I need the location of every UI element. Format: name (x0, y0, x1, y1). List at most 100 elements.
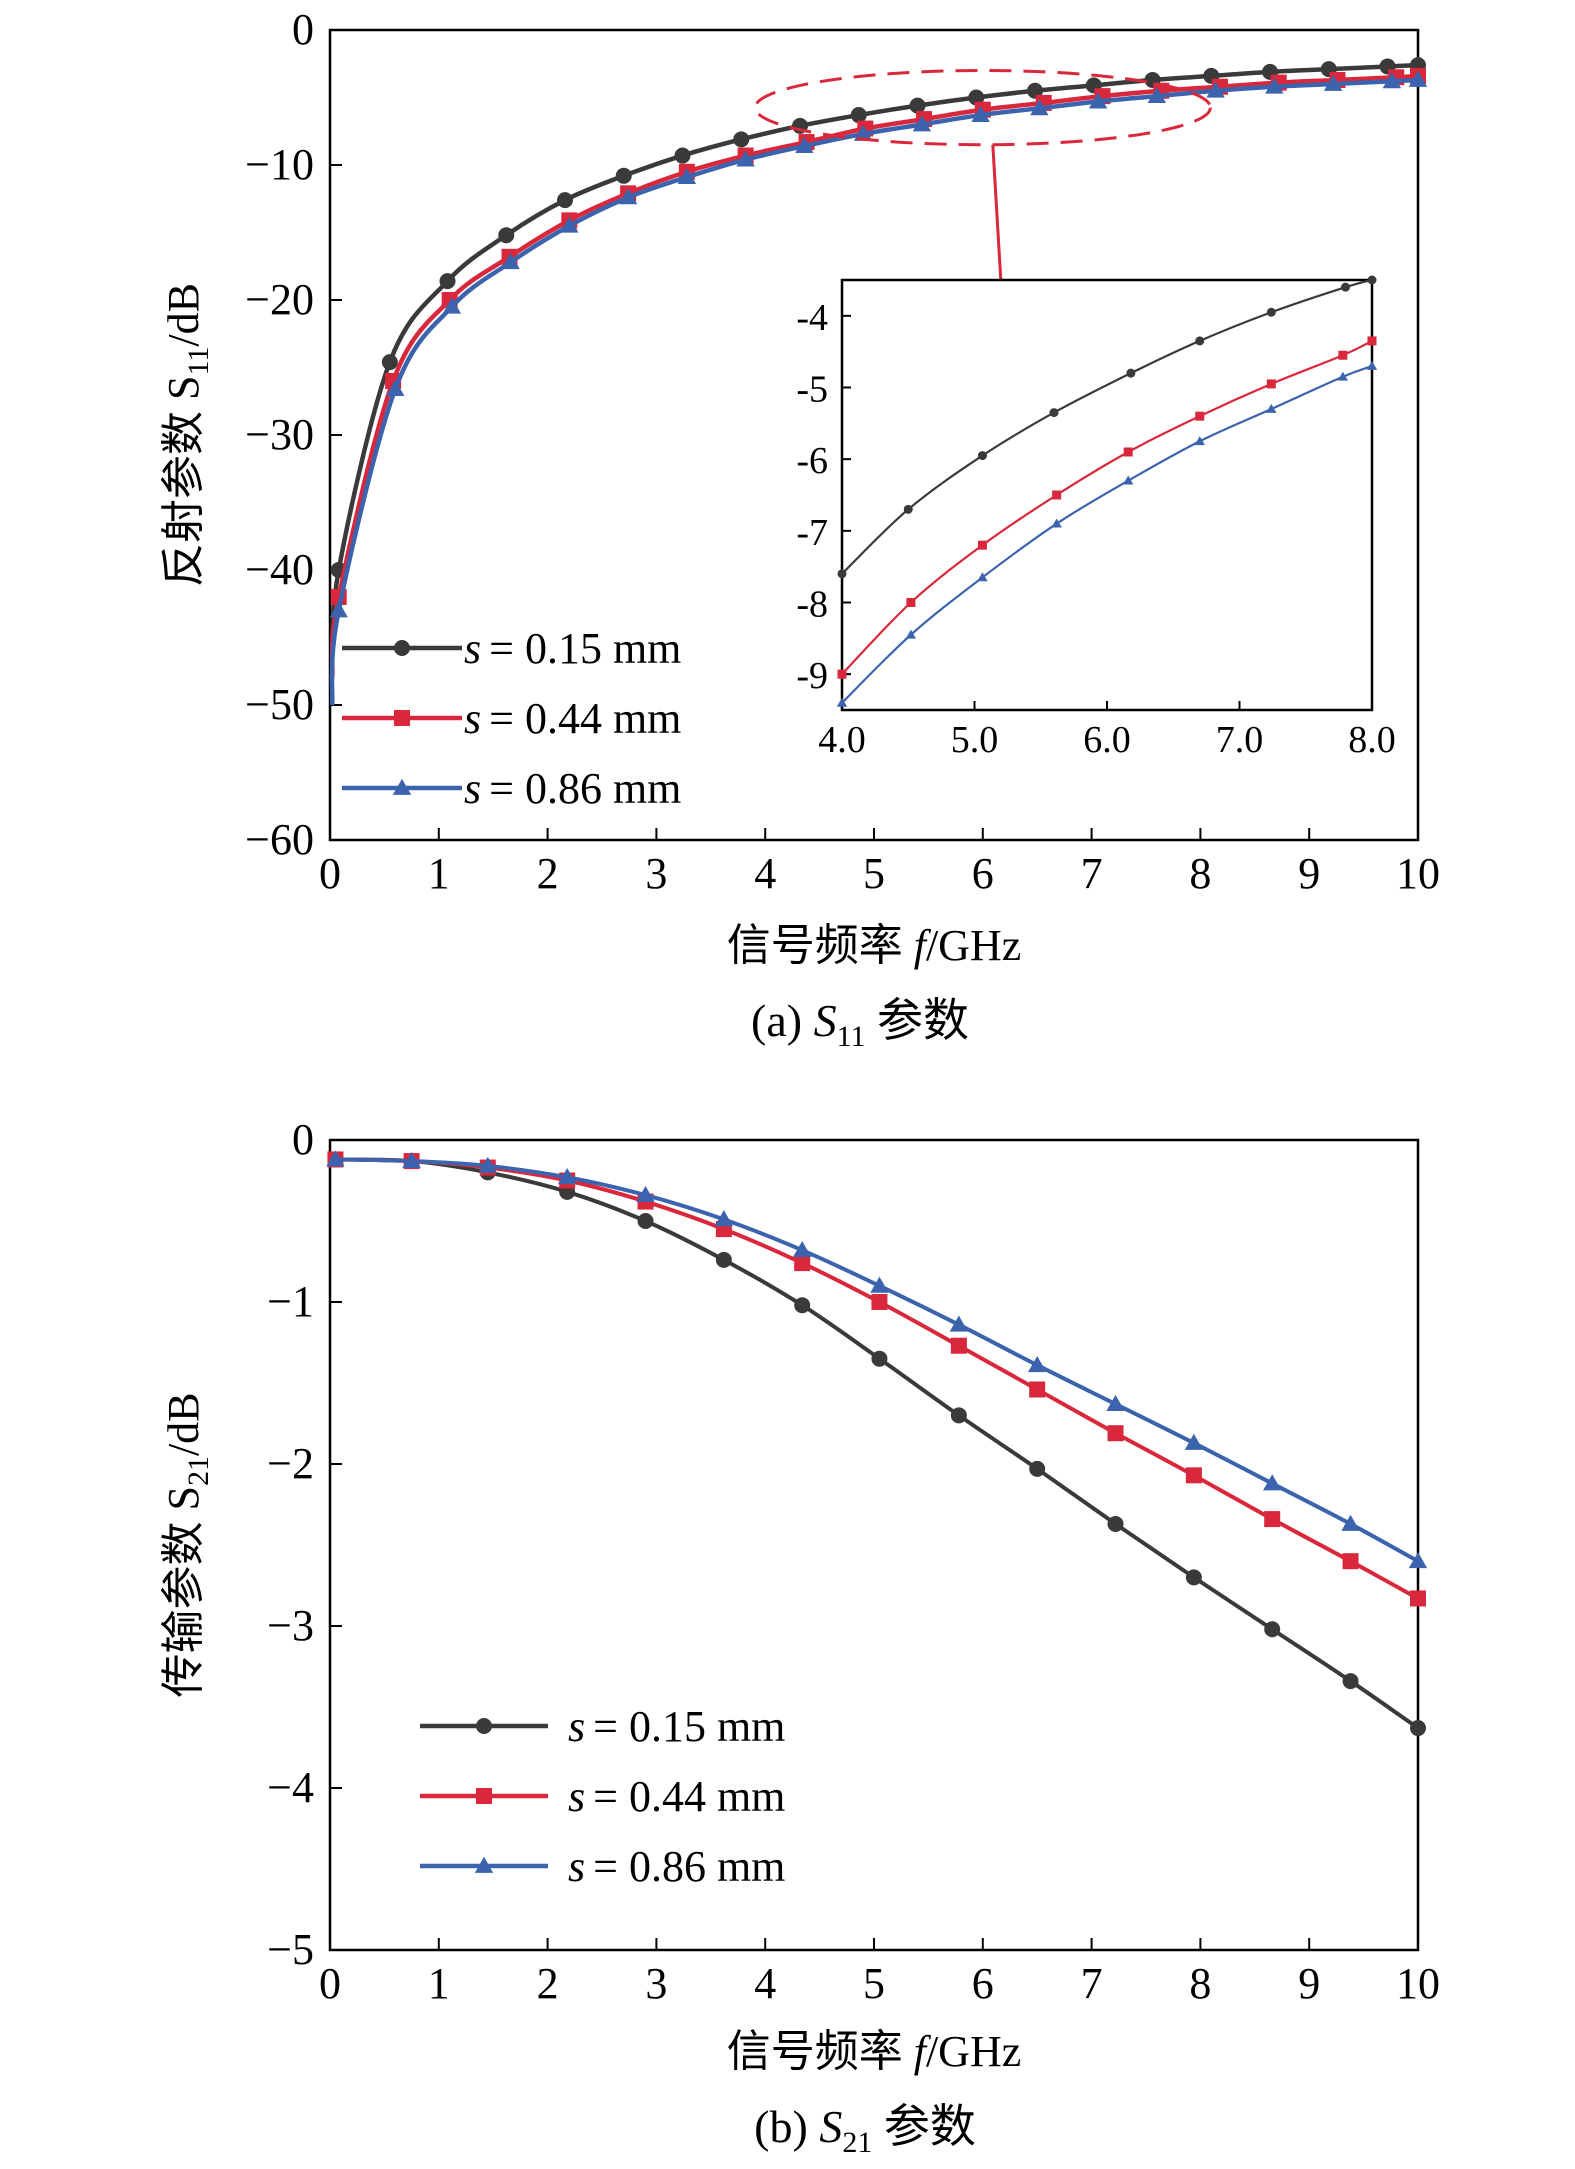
a-series-line-1 (329, 73, 1419, 679)
legend-var: s (568, 1842, 585, 1891)
y-axis-label: 传输参数 S21/dB (159, 1392, 215, 1697)
inset-marker-0 (1126, 368, 1136, 378)
b-marker-0 (1107, 1515, 1124, 1532)
x-axis-label-unit: /GHz (926, 921, 1021, 970)
y-axis-label-text: 传输参数 S (159, 1486, 208, 1697)
b-marker-0 (794, 1297, 811, 1314)
zoom-ellipse (753, 69, 1212, 147)
a-marker-0 (557, 192, 574, 209)
inset-marker-0 (1195, 336, 1205, 346)
a-marker-0 (733, 131, 750, 148)
inset-marker-2 (905, 629, 917, 639)
b-marker-1 (1185, 1467, 1202, 1484)
1-y-tick-label: −5 (267, 1925, 314, 1974)
1-x-tick-label: 3 (645, 1959, 667, 2008)
0-x-tick-label: 1 (428, 849, 450, 898)
0-y-tick-label: −60 (245, 815, 314, 864)
1-x-tick-label: 8 (1189, 1959, 1211, 2008)
legend-value: = 0.86 mm (593, 1842, 785, 1891)
b-marker-2 (557, 1168, 577, 1185)
legend-var: s (464, 694, 481, 743)
a-marker-2 (971, 105, 990, 122)
inset-marker-1 (906, 598, 916, 607)
inset-marker-0 (1049, 408, 1059, 418)
inset-marker-1 (1123, 447, 1133, 457)
inset-marker-0 (837, 569, 847, 579)
legend-value: = 0.15 mm (593, 1702, 785, 1751)
a-marker-2 (386, 379, 405, 396)
b-marker-0 (1342, 1673, 1359, 1690)
b-marker-1 (871, 1294, 888, 1310)
0-x-tick-label: 3 (645, 849, 667, 898)
inset-marker-2 (1266, 403, 1277, 413)
0-y-tick-label: −20 (245, 275, 314, 324)
b-marker-1 (1107, 1425, 1124, 1442)
a-marker-2 (560, 216, 579, 233)
legend-value: = 0.44 mm (489, 694, 681, 743)
a-marker-0 (674, 147, 691, 164)
y-axis-label-text: 反射参数 S (159, 375, 208, 586)
x-axis-label-text: 信号频率 (727, 921, 914, 970)
0.inset-y-tick-label: -6 (796, 440, 828, 482)
b-marker-1 (950, 1337, 967, 1354)
0.inset-x-tick-label: 5.0 (951, 719, 999, 761)
b-marker-2 (326, 1150, 345, 1167)
b-marker-2 (402, 1151, 421, 1168)
inset-series-line-0 (841, 278, 1373, 575)
b-marker-2 (792, 1240, 812, 1258)
a-marker-2 (1323, 74, 1343, 91)
0-x-tick-label: 7 (1081, 849, 1103, 898)
b-marker-0 (637, 1213, 654, 1229)
inset-marker-2 (1366, 360, 1378, 370)
legend-var: s (464, 764, 481, 813)
a-series-line-2 (329, 77, 1419, 706)
b-marker-1 (1342, 1553, 1359, 1570)
0-x-tick-label: 8 (1189, 849, 1211, 898)
0-x-tick-label: 2 (537, 849, 559, 898)
b-marker-2 (1408, 1552, 1428, 1569)
0-y-tick-label: −10 (245, 140, 314, 189)
b-marker-0 (1410, 1720, 1426, 1737)
a-marker-0 (498, 227, 515, 244)
1-x-tick-label: 5 (863, 1959, 885, 2008)
a-marker-0 (439, 273, 456, 290)
x-axis-label: 信号频率 f/GHz (727, 2027, 1022, 2076)
b-marker-0 (715, 1251, 732, 1268)
inset-marker-0 (903, 504, 913, 514)
0.inset-x-tick-label: 7.0 (1216, 719, 1264, 761)
legend-marker-1 (394, 710, 410, 726)
inset-series-line-2 (841, 364, 1373, 704)
inset-marker-0 (1341, 282, 1350, 292)
caption-prefix: (b) (754, 2101, 819, 2152)
a-marker-2 (1088, 92, 1108, 109)
b-marker-2 (714, 1210, 734, 1227)
0.inset-x-tick-label: 6.0 (1083, 719, 1131, 761)
legend-var: s (568, 1772, 585, 1821)
caption-sub: 21 (842, 2126, 872, 2159)
0-y-tick-label: −30 (245, 410, 314, 459)
1-y-tick-label: 0 (292, 1115, 314, 1164)
b-marker-2 (1184, 1433, 1204, 1450)
0.inset-x-tick-label: 8.0 (1348, 719, 1396, 761)
y-axis-label-unit: /dB (159, 1392, 208, 1456)
0.inset-y-tick-label: -7 (796, 512, 828, 554)
b-marker-2 (636, 1185, 655, 1202)
a-marker-2 (1408, 70, 1428, 87)
chart-a: 0 1 2 3 4 5 6 7 8 9 10 0 −10 −20 −30 −40 −50 −60 4.0 5.0 6.0… (159, 5, 1440, 1053)
a-marker-2 (1382, 72, 1402, 89)
b-marker-2 (949, 1315, 969, 1332)
0-y-tick-label: −50 (245, 680, 314, 729)
0.inset-y-tick-label: -8 (796, 584, 828, 626)
b-marker-2 (478, 1156, 497, 1173)
legend-var: s (464, 624, 481, 673)
inset-marker-0 (1266, 307, 1276, 317)
0-x-tick-label: 9 (1298, 849, 1320, 898)
a-marker-2 (442, 297, 462, 314)
inset-marker-2 (1123, 475, 1134, 485)
1-y-tick-label: −2 (267, 1439, 314, 1488)
1-y-tick-label: −4 (267, 1763, 314, 1812)
1-x-tick-label: 7 (1081, 1959, 1103, 2008)
inset-marker-1 (837, 669, 847, 679)
a-marker-2 (501, 253, 520, 270)
b-marker-0 (1029, 1460, 1046, 1477)
